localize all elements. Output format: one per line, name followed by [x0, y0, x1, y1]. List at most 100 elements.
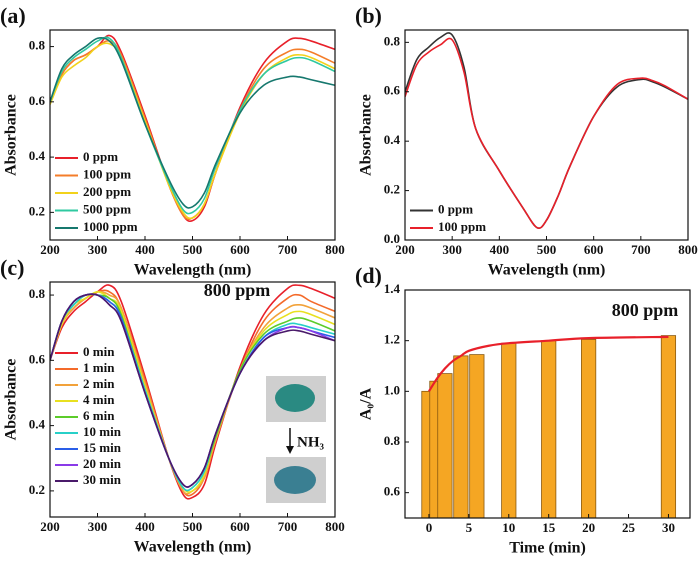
bar — [453, 355, 469, 518]
legend-label: 20 min — [83, 456, 122, 471]
legend-label: 30 min — [83, 472, 122, 487]
panel-label: (c) — [0, 255, 24, 280]
plot-area — [405, 32, 688, 229]
y-axis-label: A₀/A — [358, 387, 375, 420]
y-tick-label: 0.4 — [384, 132, 401, 147]
x-tick-label: 700 — [278, 519, 298, 534]
x-tick-label: 15 — [542, 520, 556, 535]
powder-images — [266, 376, 326, 503]
x-tick-label: 200 — [40, 519, 60, 534]
x-tick-label: 10 — [502, 520, 515, 535]
legend-label: 2 min — [83, 376, 115, 391]
plot-area — [50, 34, 335, 223]
x-tick-label: 800 — [325, 242, 345, 257]
legend-label: 10 min — [83, 424, 122, 439]
legend-label: 4 min — [83, 392, 115, 407]
x-axis-label: Wavelength (nm) — [488, 262, 606, 279]
y-tick-label: 0.2 — [384, 182, 400, 197]
legend-label: 1000 ppm — [83, 219, 138, 234]
panel-label: (b) — [355, 3, 382, 28]
y-axis-label: Absorbance — [358, 94, 375, 176]
fit-line — [428, 335, 669, 392]
annotation: NH₃ — [297, 434, 325, 450]
legend-label: 0 ppm — [438, 201, 473, 216]
series-line — [50, 42, 335, 220]
legend-label: 0 min — [83, 344, 115, 359]
arrow-head — [286, 446, 294, 454]
axes-frame — [404, 29, 689, 241]
x-tick-label: 400 — [135, 242, 155, 257]
x-tick-label: 30 — [662, 520, 675, 535]
y-tick-label: 0.6 — [384, 83, 401, 98]
legend-label: 500 ppm — [83, 201, 131, 216]
bar — [437, 373, 453, 518]
bar — [660, 335, 677, 518]
y-tick-label: 0.8 — [384, 433, 401, 448]
powder-blob — [275, 384, 315, 412]
x-tick-label: 400 — [135, 519, 155, 534]
legend-label: 0 ppm — [83, 149, 118, 164]
x-tick-label: 700 — [278, 242, 298, 257]
legend-label: 1 min — [83, 360, 115, 375]
panel: (a) Wavelength (nm) Absorbance 200 300 400 500… — [0, 3, 345, 279]
annotation: 800 ppm — [612, 300, 679, 320]
y-tick-label: 0.8 — [29, 286, 46, 301]
x-tick-label: 0 — [426, 520, 433, 535]
y-tick-label: 0.4 — [29, 417, 46, 432]
y-tick-label: 0.8 — [384, 33, 401, 48]
panel-label: (a) — [0, 3, 26, 28]
x-tick-label: 500 — [183, 519, 203, 534]
y-tick-label: 0.8 — [29, 38, 46, 53]
y-tick-label: 0.4 — [29, 148, 46, 163]
y-tick-label: 1.4 — [384, 281, 401, 296]
panel: (d) Time (min) A₀/A 0 5 10 15 20 25 30 0.6 0.8 1.0 1.… — [355, 263, 691, 557]
y-axis-label: Absorbance — [3, 94, 20, 176]
legend-label: 200 ppm — [83, 184, 131, 199]
y-tick-label: 0.6 — [29, 351, 46, 366]
x-tick-label: 700 — [631, 242, 651, 257]
legend-label: 15 min — [83, 440, 122, 455]
annotation: 800 ppm — [204, 280, 271, 300]
x-tick-label: 600 — [230, 519, 250, 534]
bar — [581, 338, 597, 518]
x-tick-label: 600 — [230, 242, 250, 257]
x-tick-label: 400 — [490, 242, 510, 257]
y-tick-label: 1.0 — [384, 382, 400, 397]
y-tick-label: 0.2 — [29, 203, 45, 218]
legend-label: 100 ppm — [83, 166, 131, 181]
series-line — [405, 32, 688, 229]
series-line — [50, 36, 335, 215]
x-tick-label: 5 — [466, 520, 473, 535]
series-line — [405, 37, 688, 229]
y-tick-label: 0.2 — [29, 482, 45, 497]
powder-blob — [274, 466, 316, 494]
x-tick-label: 800 — [325, 519, 345, 534]
x-tick-label: 200 — [40, 242, 60, 257]
legend-label: 100 ppm — [438, 219, 486, 234]
x-tick-label: 300 — [88, 242, 108, 257]
x-tick-label: 25 — [622, 520, 636, 535]
x-tick-label: 300 — [88, 519, 108, 534]
axes-frame — [404, 289, 691, 519]
plot-area — [421, 335, 677, 518]
axes-frame — [49, 29, 336, 241]
series-line — [50, 293, 335, 488]
x-tick-label: 600 — [584, 242, 604, 257]
y-tick-label: 0.0 — [384, 231, 400, 246]
x-tick-label: 800 — [678, 242, 698, 257]
plot-area — [50, 284, 335, 500]
x-tick-label: 20 — [582, 520, 595, 535]
series-line — [50, 284, 335, 500]
y-tick-label: 0.6 — [29, 93, 46, 108]
y-tick-label: 0.6 — [384, 484, 401, 499]
x-tick-label: 500 — [183, 242, 203, 257]
x-axis-label: Wavelength (nm) — [134, 262, 252, 279]
x-tick-label: 300 — [442, 242, 462, 257]
panel-label: (d) — [355, 263, 382, 288]
x-axis-label: Time (min) — [509, 540, 586, 557]
legend-label: 6 min — [83, 408, 115, 423]
y-tick-label: 1.2 — [384, 332, 400, 347]
bar — [469, 354, 485, 518]
bar — [501, 342, 517, 518]
